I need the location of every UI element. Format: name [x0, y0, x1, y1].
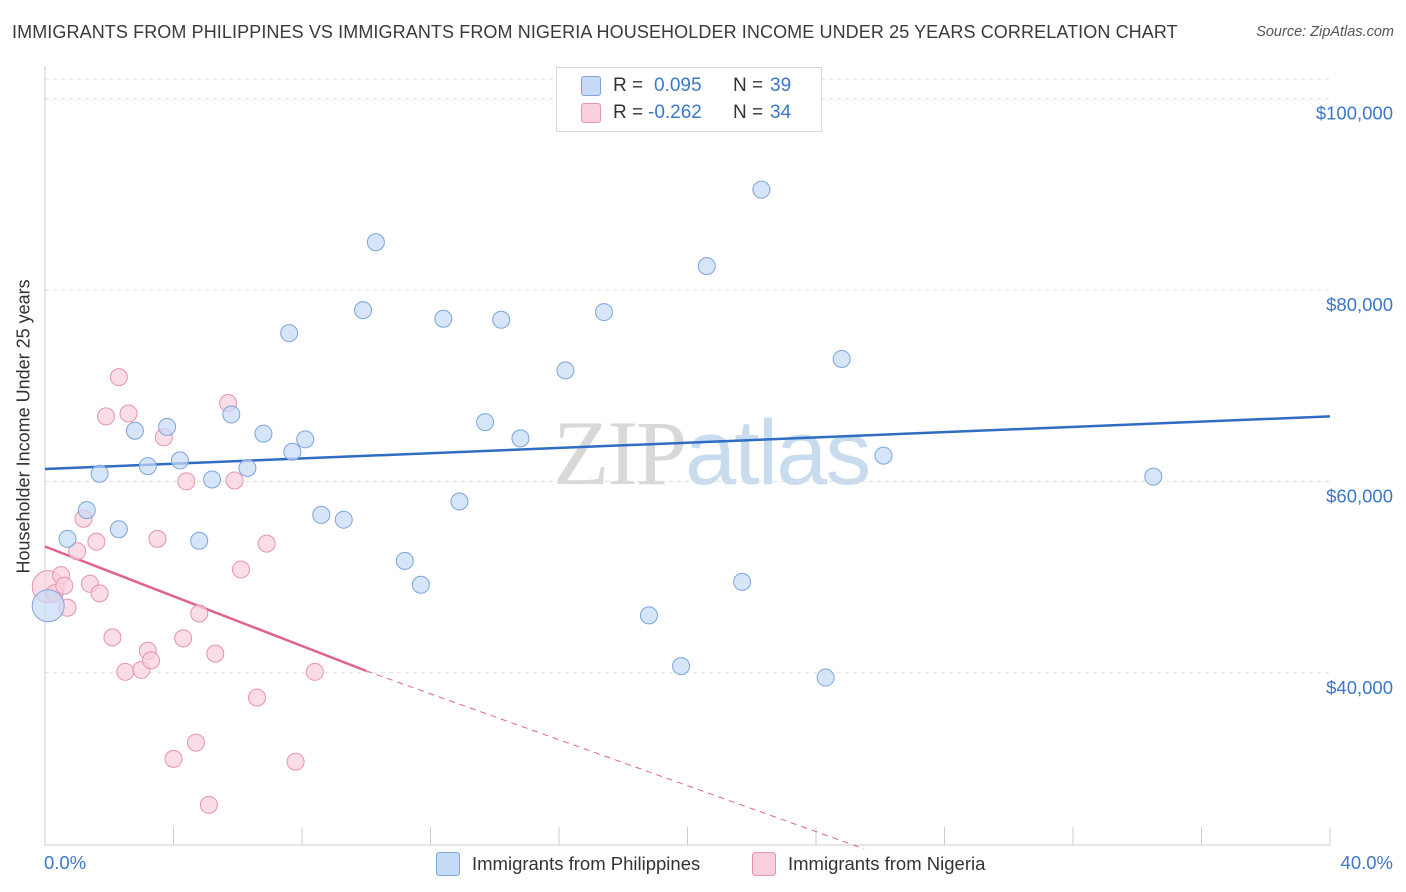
bottom-legend-philippines: Immigrants from Philippines: [436, 851, 700, 877]
philippines-point: [77, 501, 96, 520]
nigeria-point: [206, 644, 225, 663]
axes: [44, 66, 1331, 846]
philippines-point: [138, 457, 157, 476]
philippines-point: [476, 413, 495, 432]
legend-label-nigeria: Immigrants from Nigeria: [788, 853, 986, 874]
philippines-point: [283, 442, 302, 461]
gridlines: [45, 78, 1330, 674]
chart-source: Source: ZipAtlas.com: [1256, 24, 1394, 40]
nigeria-point: [225, 471, 244, 490]
legend-r-value: -0.262: [648, 102, 702, 123]
nigeria-point: [68, 542, 87, 561]
y-tick-label: $100,000: [1316, 103, 1393, 124]
philippines-point: [411, 575, 430, 594]
bottom-legend-nigeria: Immigrants from Nigeria: [752, 851, 985, 877]
nigeria-point: [286, 752, 305, 771]
nigeria-point: [305, 662, 324, 681]
philippines-point: [594, 303, 613, 322]
nigeria-point: [186, 733, 205, 752]
philippines-point: [280, 324, 299, 343]
nigeria-point: [97, 407, 116, 426]
philippines-point: [312, 505, 331, 524]
nigeria-point: [174, 629, 193, 648]
philippines-point: [832, 349, 851, 368]
nigeria-point: [119, 404, 138, 423]
nigeria-point: [248, 688, 267, 707]
nigeria-point: [55, 576, 74, 595]
data-points: [31, 180, 1163, 814]
legend-n-value: 39: [770, 75, 792, 96]
philippines-point: [752, 180, 771, 199]
legend-swatch-philippines: [436, 852, 460, 876]
philippines-point: [672, 657, 691, 676]
y-tick-label: $80,000: [1326, 294, 1393, 315]
correlation-legend: R = 0.095 N = 39 R = -0.262 N = 34: [556, 67, 822, 132]
y-tick-labels: $40,000 $60,000 $80,000 $100,000: [1316, 103, 1393, 698]
philippines-point: [170, 451, 189, 470]
philippines-point: [366, 233, 385, 252]
nigeria-point: [87, 532, 106, 551]
philippines-point: [158, 417, 177, 436]
philippines-point: [816, 668, 835, 687]
philippines-point: [434, 309, 453, 328]
philippines-point: [190, 531, 209, 550]
x-tick-labels: 0.0% 40.0%: [44, 852, 1393, 873]
philippines-point: [109, 520, 128, 539]
legend-swatch-nigeria: [581, 103, 601, 123]
philippines-point: [31, 589, 65, 623]
legend-swatch-philippines: [581, 76, 601, 96]
philippines-point: [203, 470, 222, 489]
philippines-point: [354, 301, 373, 320]
nigeria-point: [103, 628, 122, 647]
philippines-point: [874, 446, 893, 465]
legend-n-label: N =: [733, 102, 764, 123]
philippines-point: [334, 510, 353, 529]
y-tick-label: $40,000: [1326, 677, 1393, 698]
philippines-point: [733, 572, 752, 591]
x-tick-label: 40.0%: [1341, 852, 1393, 873]
legend-swatch-nigeria: [752, 852, 776, 876]
legend-r-value: 0.095: [654, 75, 702, 96]
philippines-point: [395, 551, 414, 570]
philippines-point: [1144, 467, 1163, 486]
y-tick-label: $60,000: [1326, 485, 1393, 506]
legend-n-label: N =: [733, 75, 764, 96]
x-tick-label: 0.0%: [44, 852, 86, 873]
philippines-point: [511, 429, 530, 448]
nigeria-point: [199, 795, 218, 814]
philippines-point: [697, 257, 716, 276]
philippines-point: [90, 464, 109, 483]
legend-n-value: 34: [770, 102, 792, 123]
nigeria-point: [109, 368, 128, 387]
y-axis-label: Householder Income Under 25 years: [13, 279, 34, 574]
watermark: ZIPatlas: [553, 402, 871, 504]
philippines-point: [492, 310, 511, 329]
nigeria-point: [116, 662, 135, 681]
philippines-point: [639, 606, 658, 625]
nigeria-point: [142, 651, 161, 670]
nigeria-point: [164, 749, 183, 768]
philippines-point: [450, 492, 469, 511]
nigeria-point: [231, 560, 250, 579]
philippines-point: [58, 529, 77, 548]
legend-label-philippines: Immigrants from Philippines: [472, 853, 701, 874]
nigeria-point: [190, 604, 209, 623]
philippines-point: [254, 424, 273, 443]
nigeria-point: [90, 584, 109, 603]
philippines-point: [222, 405, 241, 424]
philippines-point: [556, 361, 575, 380]
philippines-point: [296, 430, 315, 449]
legend-r-label: R =: [613, 75, 644, 96]
philippines-trend-line: [44, 415, 1331, 471]
philippines-point: [238, 459, 257, 478]
nigeria-point: [257, 534, 276, 553]
chart-title: IMMIGRANTS FROM PHILIPPINES VS IMMIGRANT…: [12, 22, 1178, 42]
nigeria-point: [148, 529, 167, 548]
legend-r-label: R =: [613, 102, 644, 123]
nigeria-trend-extension: [366, 670, 865, 850]
nigeria-point: [177, 472, 196, 491]
philippines-point: [125, 421, 144, 440]
